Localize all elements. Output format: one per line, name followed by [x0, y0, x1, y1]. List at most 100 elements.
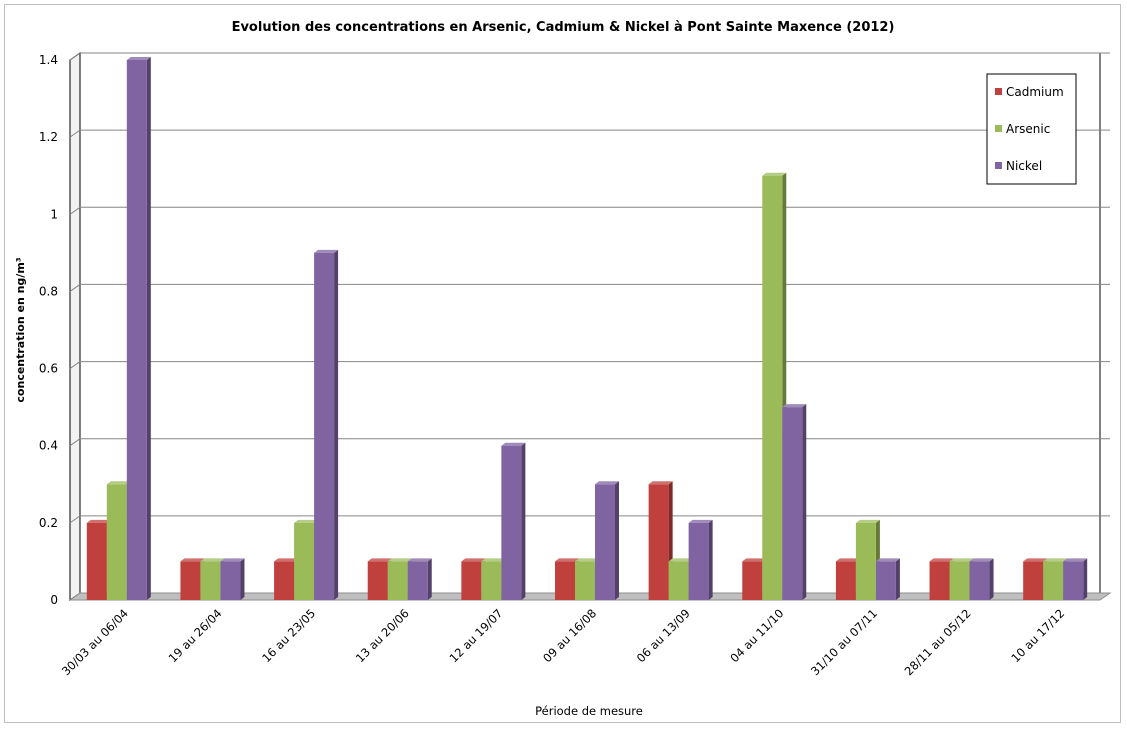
bar-front [1043, 561, 1064, 600]
legend-label-nickel: Nickel [1006, 159, 1042, 173]
bar-nickel [595, 481, 619, 600]
legend-swatch-cadmium [995, 88, 1002, 95]
bar-front [200, 561, 221, 600]
bar-top [274, 558, 299, 562]
bar-nickel [407, 558, 432, 600]
bar-front [1063, 561, 1084, 600]
gridline-side [69, 52, 81, 61]
back-wall [79, 52, 1101, 594]
x-tick-label: 31/10 au 07/11 [808, 606, 880, 678]
x-tick-label: 28/11 au 05/12 [902, 606, 974, 678]
bar-top [407, 558, 432, 562]
bar-side [334, 249, 339, 600]
bar-front [1023, 561, 1044, 600]
bar-top [387, 558, 412, 562]
bar-top [1023, 558, 1048, 562]
x-tick-label: 19 au 26/04 [166, 606, 225, 665]
bar-front [220, 561, 241, 600]
bar-top [969, 558, 994, 562]
x-tick-label: 16 au 23/05 [259, 606, 318, 665]
bar-front [835, 561, 856, 600]
bar-top [555, 558, 579, 562]
bar-front [501, 445, 522, 600]
y-tick-label: 0 [50, 593, 58, 607]
bar-front [86, 522, 107, 600]
bar-side [427, 558, 432, 600]
bar-front [407, 561, 428, 600]
bar-front [855, 522, 876, 600]
bar-top [220, 558, 245, 562]
bar-front [742, 561, 763, 600]
bar-nickel [220, 558, 245, 600]
bar-top [875, 558, 900, 562]
bar-front [180, 561, 201, 600]
bar-nickel [969, 558, 994, 600]
bar-nickel [688, 519, 713, 600]
bar-front [668, 561, 689, 600]
bar-top [126, 57, 151, 60]
bar-side [1083, 558, 1088, 600]
bar-top [86, 519, 111, 523]
bar-side [989, 558, 994, 600]
y-tick-label: 1.4 [39, 53, 58, 67]
y-tick-label: 0.8 [39, 284, 58, 298]
bar-front [461, 561, 482, 600]
bar-top [314, 249, 339, 253]
bar-top [688, 519, 713, 523]
y-tick-labels: 0 0.2 0.4 0.6 0.8 1 1.2 1.4 [39, 53, 58, 607]
bar-top [855, 519, 880, 523]
legend-swatch-arsenic [995, 125, 1002, 132]
gridline-side [69, 515, 81, 524]
bar-side [240, 558, 245, 600]
bar-front [555, 561, 575, 600]
y-tick-label: 1.2 [39, 130, 58, 144]
bar-nickel [782, 404, 807, 600]
bar-nickel [1063, 558, 1088, 600]
gridline-side [69, 206, 81, 215]
bar-front [648, 484, 669, 600]
gridline-side [69, 361, 81, 369]
bar-front [762, 175, 783, 600]
bar-front [875, 561, 896, 600]
bar-top [575, 558, 599, 562]
chart-title: Evolution des concentrations en Arsenic,… [232, 20, 895, 35]
bar-side [895, 558, 900, 600]
x-tick-label: 13 au 20/06 [353, 606, 412, 665]
gridline-side [69, 438, 81, 447]
bar-front [314, 252, 335, 600]
bar-top [461, 558, 486, 562]
x-tick-label: 09 au 16/08 [540, 606, 599, 665]
bar-side [521, 442, 526, 600]
bar-side [146, 57, 151, 600]
gridlines [69, 52, 1110, 524]
gridline-side [69, 284, 81, 292]
x-tick-labels: 30/03 au 06/04 19 au 26/04 16 au 23/05 13 a… [59, 606, 1067, 678]
bar-top [762, 172, 787, 176]
bar-top [294, 519, 319, 523]
bar-top [668, 558, 693, 562]
bar-front [929, 561, 950, 600]
bar-side [615, 481, 619, 600]
bar-top [742, 558, 767, 562]
x-tick-label: 10 au 17/12 [1008, 606, 1067, 665]
y-tick-label: 0.4 [39, 439, 58, 453]
bar-front [387, 561, 408, 600]
legend-label-arsenic: Arsenic [1006, 122, 1050, 136]
bar-front [106, 484, 127, 600]
bar-top [949, 558, 974, 562]
bar-top [200, 558, 225, 562]
bar-top [501, 442, 526, 446]
bar-nickel [314, 249, 339, 600]
bar-front [595, 484, 615, 600]
side-wall [69, 52, 81, 601]
bar-front [782, 407, 803, 600]
x-tick-label: 30/03 au 06/04 [59, 606, 131, 678]
bar-side [802, 404, 807, 600]
legend: Cadmium Arsenic Nickel [986, 73, 1077, 185]
bar-top [481, 558, 506, 562]
bar-front [575, 561, 595, 600]
y-axis-title: concentration en ng/m³ [14, 257, 27, 402]
bar-top [367, 558, 392, 562]
bar-top [106, 481, 131, 485]
